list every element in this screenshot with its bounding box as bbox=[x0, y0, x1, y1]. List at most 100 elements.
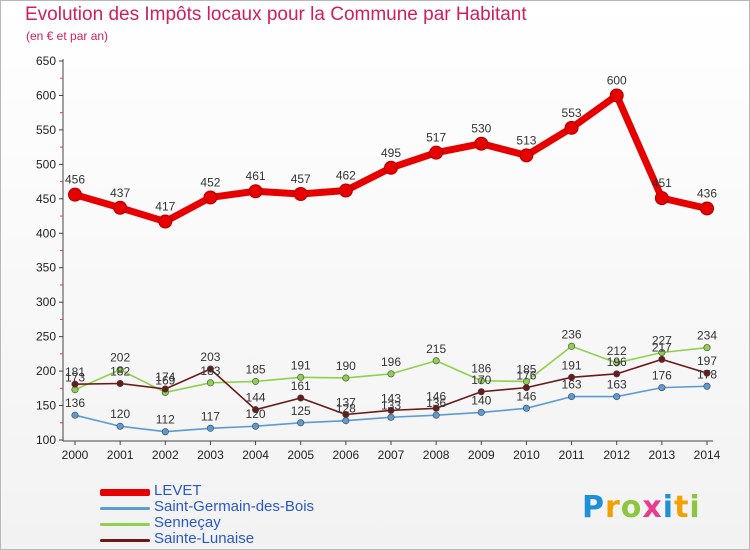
data-point bbox=[522, 384, 530, 392]
data-point bbox=[429, 145, 444, 160]
data-point bbox=[113, 200, 128, 215]
data-point bbox=[297, 419, 305, 427]
data-label: 136 bbox=[65, 396, 85, 410]
legend-label: Senneçay bbox=[154, 514, 221, 531]
data-label: 203 bbox=[200, 350, 220, 364]
data-point bbox=[474, 136, 489, 151]
logo-letter: o bbox=[620, 490, 643, 525]
y-tick-label: 450 bbox=[36, 192, 56, 206]
data-label: 600 bbox=[607, 73, 627, 87]
y-tick-label: 100 bbox=[36, 433, 56, 447]
y-tick-label: 500 bbox=[36, 157, 56, 171]
x-tick-label: 2012 bbox=[603, 448, 630, 462]
data-label: 181 bbox=[65, 365, 85, 379]
data-label: 125 bbox=[291, 404, 311, 418]
chart-subtitle: (en € et par an) bbox=[26, 29, 109, 43]
data-label: 212 bbox=[607, 344, 627, 358]
x-tick-label: 2007 bbox=[378, 448, 405, 462]
data-label: 176 bbox=[652, 369, 672, 383]
y-tick-label: 550 bbox=[36, 123, 56, 137]
data-point bbox=[297, 373, 305, 381]
data-point bbox=[658, 355, 666, 363]
data-label: 495 bbox=[381, 146, 401, 160]
data-point bbox=[522, 404, 530, 412]
data-point bbox=[71, 380, 79, 388]
data-label: 163 bbox=[562, 378, 582, 392]
data-label: 174 bbox=[155, 370, 175, 384]
y-tick-label: 200 bbox=[36, 364, 56, 378]
data-point bbox=[342, 411, 350, 419]
data-label: 186 bbox=[471, 362, 491, 376]
data-label: 217 bbox=[652, 340, 672, 354]
x-tick-label: 2013 bbox=[649, 448, 676, 462]
proxiti-logo: Proxiti bbox=[582, 490, 701, 525]
logo-letter: i bbox=[662, 490, 675, 525]
data-label: 202 bbox=[110, 351, 130, 365]
data-label: 120 bbox=[110, 407, 130, 421]
data-label: 163 bbox=[607, 378, 627, 392]
x-tick-label: 2000 bbox=[62, 448, 89, 462]
data-label: 117 bbox=[201, 409, 220, 423]
data-point bbox=[158, 214, 173, 229]
data-point bbox=[248, 184, 263, 199]
logo-letter: r bbox=[605, 490, 621, 525]
data-point bbox=[384, 160, 398, 175]
data-label: 169 bbox=[155, 373, 175, 387]
y-tick-label: 150 bbox=[36, 399, 56, 413]
data-point bbox=[116, 366, 124, 374]
data-point bbox=[338, 183, 353, 198]
data-label: 190 bbox=[336, 359, 356, 373]
data-point bbox=[658, 384, 666, 392]
data-label: 196 bbox=[381, 355, 401, 369]
legend-label: LEVET bbox=[154, 482, 202, 499]
data-point bbox=[206, 424, 214, 432]
data-label: 136 bbox=[426, 396, 446, 410]
data-label: 137 bbox=[336, 396, 356, 410]
data-point bbox=[252, 377, 260, 385]
data-label: 146 bbox=[516, 389, 536, 403]
x-tick-label: 2014 bbox=[694, 448, 721, 462]
data-label: 176 bbox=[516, 369, 536, 383]
data-label: 436 bbox=[697, 186, 717, 200]
x-tick-label: 2003 bbox=[197, 448, 224, 462]
x-tick-label: 2002 bbox=[152, 448, 179, 462]
data-label: 462 bbox=[336, 169, 356, 183]
data-point bbox=[116, 379, 124, 387]
data-label: 161 bbox=[291, 379, 311, 393]
data-label: 146 bbox=[426, 389, 446, 403]
data-point bbox=[613, 370, 621, 378]
data-label: 530 bbox=[471, 122, 491, 136]
data-label: 215 bbox=[426, 342, 446, 356]
data-point bbox=[432, 357, 440, 365]
legend-swatch bbox=[100, 523, 150, 526]
y-tick-label: 350 bbox=[36, 261, 56, 275]
legend-swatch bbox=[100, 539, 150, 542]
x-tick-label: 2011 bbox=[559, 448, 585, 462]
data-point bbox=[609, 88, 624, 103]
data-label: 143 bbox=[381, 391, 401, 405]
legend-swatch bbox=[100, 507, 150, 510]
data-label: 140 bbox=[471, 393, 491, 407]
data-label: 234 bbox=[697, 329, 717, 343]
data-label: 513 bbox=[516, 133, 536, 147]
data-point bbox=[564, 120, 579, 135]
data-point bbox=[613, 359, 621, 367]
y-tick-label: 250 bbox=[36, 330, 56, 344]
data-label: 451 bbox=[652, 176, 672, 190]
data-point bbox=[432, 411, 440, 419]
data-label: 461 bbox=[246, 169, 266, 183]
x-tick-label: 2008 bbox=[423, 448, 450, 462]
data-label: 173 bbox=[65, 371, 85, 385]
data-label: 196 bbox=[607, 355, 627, 369]
y-tick-label: 300 bbox=[36, 295, 56, 309]
logo-letter: x bbox=[642, 490, 663, 525]
data-point bbox=[654, 191, 669, 206]
data-label: 517 bbox=[426, 131, 446, 145]
data-point bbox=[568, 342, 576, 350]
data-label: 178 bbox=[697, 367, 717, 381]
data-label: 457 bbox=[291, 172, 311, 186]
x-tick-label: 2009 bbox=[468, 448, 495, 462]
data-label: 128 bbox=[336, 402, 356, 416]
